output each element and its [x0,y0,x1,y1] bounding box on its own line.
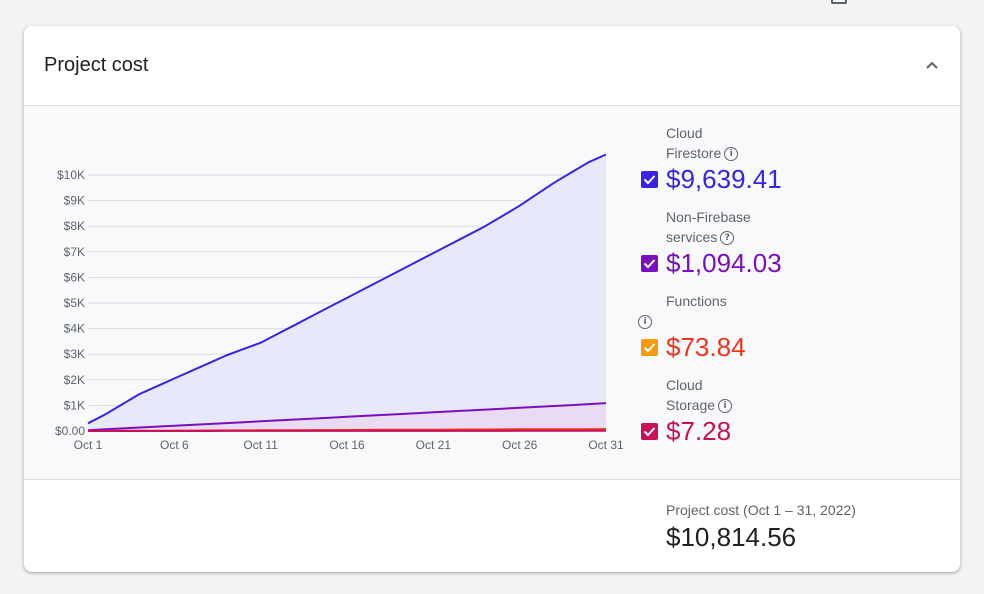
legend-label-line1: Cloud [666,125,703,141]
top-toolbar-icon[interactable] [831,0,847,4]
series-line-1 [87,402,607,432]
collapse-chevron-up-icon[interactable] [920,54,944,78]
card-header: Project cost [24,26,960,106]
y-tick-label: $2K [64,373,85,387]
legend-label-line1: Non-Firebase [666,209,751,225]
x-tick-label: Oct 1 [74,438,103,452]
y-tick-label: $5K [64,296,85,310]
card-footer: Project cost (Oct 1 – 31, 2022) $10,814.… [24,480,960,572]
x-tick-label: Oct 31 [588,438,624,452]
legend-value-cloud-storage: $7.28 [666,416,732,446]
series-area-0 [88,154,606,431]
legend-value-non-firebase-services: $1,094.03 [666,248,782,278]
legend-checkbox-non-firebase-services[interactable] [641,255,658,272]
legend-value-cloud-firestore: $9,639.41 [666,164,782,194]
legend-label-line2: Storage [666,397,716,413]
legend-checkbox-cloud-storage[interactable] [641,423,658,440]
info-icon[interactable]: i [638,315,652,329]
x-tick-label: Oct 11 [243,438,278,452]
y-tick-label: $6K [64,270,85,284]
total-cost-label: Project cost (Oct 1 – 31, 2022) [666,502,856,518]
x-tick-label: Oct 6 [160,438,189,452]
total-cost-value: $10,814.56 [666,522,797,552]
legend-label-line1: Cloud [666,377,703,393]
y-tick-label: $8K [64,219,85,233]
y-tick-label: $10K [57,168,85,182]
y-tick-label: $4K [64,322,85,336]
x-tick-label: Oct 16 [329,438,365,452]
chart-legend: Cloud Firestore i $9,639.41 Non-Firebase … [638,106,941,480]
legend-label-line2: services [666,229,718,245]
project-cost-card: Project cost $0.00 $1K $2K $3K $4K $5K $6K $7K $… [24,26,960,572]
card-title: Project cost [44,54,149,76]
y-tick-label: $9K [64,194,85,208]
legend-checkbox-functions[interactable] [641,339,658,356]
x-tick-label: Oct 26 [502,438,538,452]
cost-chart-area: $0.00 $1K $2K $3K $4K $5K $6K $7K $8K $9K $10K Oct … [24,106,960,480]
x-tick-label: Oct 21 [416,438,452,452]
cost-area-chart: $0.00 $1K $2K $3K $4K $5K $6K $7K $8K $9K $10K Oct … [55,153,624,452]
legend-checkbox-cloud-firestore[interactable] [641,171,658,188]
legend-label-line2: Firestore [666,145,722,161]
legend-value-functions: $73.84 [666,332,746,362]
legend-label-line1: Functions [666,293,727,309]
y-tick-label: $1K [64,398,85,412]
info-icon[interactable]: i [724,147,739,162]
info-icon[interactable]: i [718,399,733,414]
y-tick-label: $0.00 [55,424,85,438]
help-icon[interactable]: ? [720,231,735,246]
y-tick-label: $3K [64,347,85,361]
series-line-0 [87,153,607,425]
y-tick-label: $7K [64,245,85,259]
